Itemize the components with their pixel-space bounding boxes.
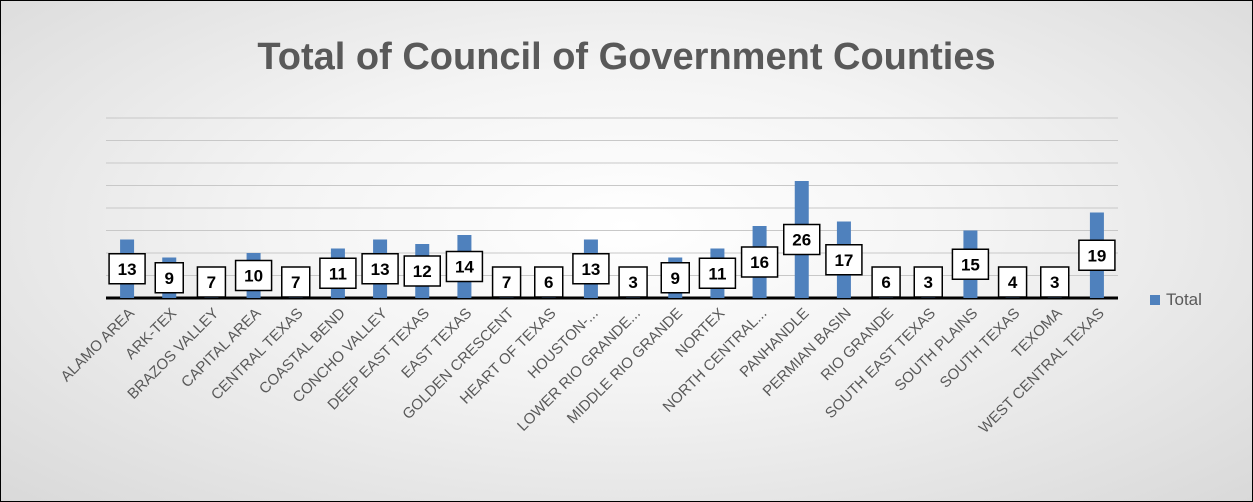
data-label-text: 17 (834, 251, 853, 270)
data-label-box (618, 266, 648, 298)
data-label: 11 (319, 257, 357, 289)
data-label: 16 (740, 246, 779, 278)
data-label-text: 3 (924, 273, 933, 292)
data-label: 7 (491, 266, 522, 298)
data-label: 26 (783, 223, 821, 256)
data-label-box (825, 244, 863, 276)
data-label-text: 4 (1008, 273, 1018, 292)
data-label-box (445, 250, 484, 283)
data-label-text: 14 (455, 258, 474, 277)
data-label: 12 (403, 255, 441, 287)
data-label-text: 9 (165, 269, 174, 288)
data-label: 13 (108, 253, 146, 285)
data-label: 10 (234, 259, 273, 292)
data-label-text: 13 (118, 260, 137, 279)
data-label-text: 6 (544, 273, 553, 292)
data-label-box (1078, 239, 1116, 271)
data-label-box (361, 253, 399, 285)
data-label-box (913, 266, 943, 298)
data-label: 7 (196, 266, 227, 298)
data-label: 17 (825, 244, 863, 276)
data-label: 4 (997, 266, 1028, 298)
data-label-box (698, 257, 737, 289)
data-label-box (660, 262, 690, 294)
gridlines (106, 117, 1118, 300)
data-label: 3 (618, 266, 648, 298)
data-label-box (196, 266, 227, 298)
legend: Total (1150, 290, 1202, 310)
data-label-text: 7 (502, 273, 511, 292)
legend-label: Total (1166, 290, 1202, 309)
data-label: 7 (281, 266, 311, 298)
data-label-text: 3 (1050, 273, 1059, 292)
data-label-text: 13 (371, 260, 390, 279)
data-label-box (871, 266, 901, 298)
data-label-box (534, 266, 564, 298)
data-label-box (281, 266, 311, 298)
data-label-box (572, 253, 610, 285)
data-label-text: 19 (1087, 246, 1106, 265)
chart-title: Total of Council of Government Counties (257, 36, 996, 78)
data-label-box (234, 259, 273, 292)
data-label: 9 (154, 262, 184, 294)
data-label-box (997, 266, 1028, 298)
data-label-text: 16 (750, 253, 769, 272)
data-label: 15 (951, 248, 990, 280)
data-label-text: 12 (413, 262, 432, 281)
category-tick-label: ALAMO AREA (58, 305, 138, 385)
data-label-box (491, 266, 522, 298)
legend-swatch (1150, 295, 1160, 305)
data-label-text: 13 (581, 260, 600, 279)
data-label: 6 (534, 266, 564, 298)
data-label-box (319, 257, 357, 289)
data-label-text: 7 (291, 273, 300, 292)
data-label: 11 (698, 257, 737, 289)
data-label: 13 (572, 253, 610, 285)
data-label-box (108, 253, 146, 285)
data-label-text: 10 (244, 267, 263, 286)
data-label: 14 (445, 250, 484, 283)
data-label: 13 (361, 253, 399, 285)
data-label: 19 (1078, 239, 1116, 271)
data-label-text: 9 (671, 269, 680, 288)
data-label-box (1040, 266, 1070, 298)
data-label: 9 (660, 262, 690, 294)
data-label: 3 (913, 266, 943, 298)
data-label-text: 11 (329, 264, 347, 283)
data-label-box (403, 255, 441, 287)
data-label-box (154, 262, 184, 294)
data-label: 3 (1040, 266, 1070, 298)
data-label: 6 (871, 266, 901, 298)
data-label-box (951, 248, 990, 280)
data-label-box (783, 223, 821, 256)
data-label-text: 7 (207, 273, 216, 292)
data-label-box (740, 246, 779, 278)
data-label-text: 15 (961, 255, 980, 274)
data-label-text: 6 (881, 273, 890, 292)
data-label-text: 3 (628, 273, 637, 292)
data-labels: 13 9 7 10 7 11 13 12 14 7 6 13 3 9 11 16 26 17 6 3 15 4 3 19 (108, 223, 1116, 298)
data-label-text: 26 (792, 231, 811, 250)
data-label-text: 11 (708, 264, 726, 283)
